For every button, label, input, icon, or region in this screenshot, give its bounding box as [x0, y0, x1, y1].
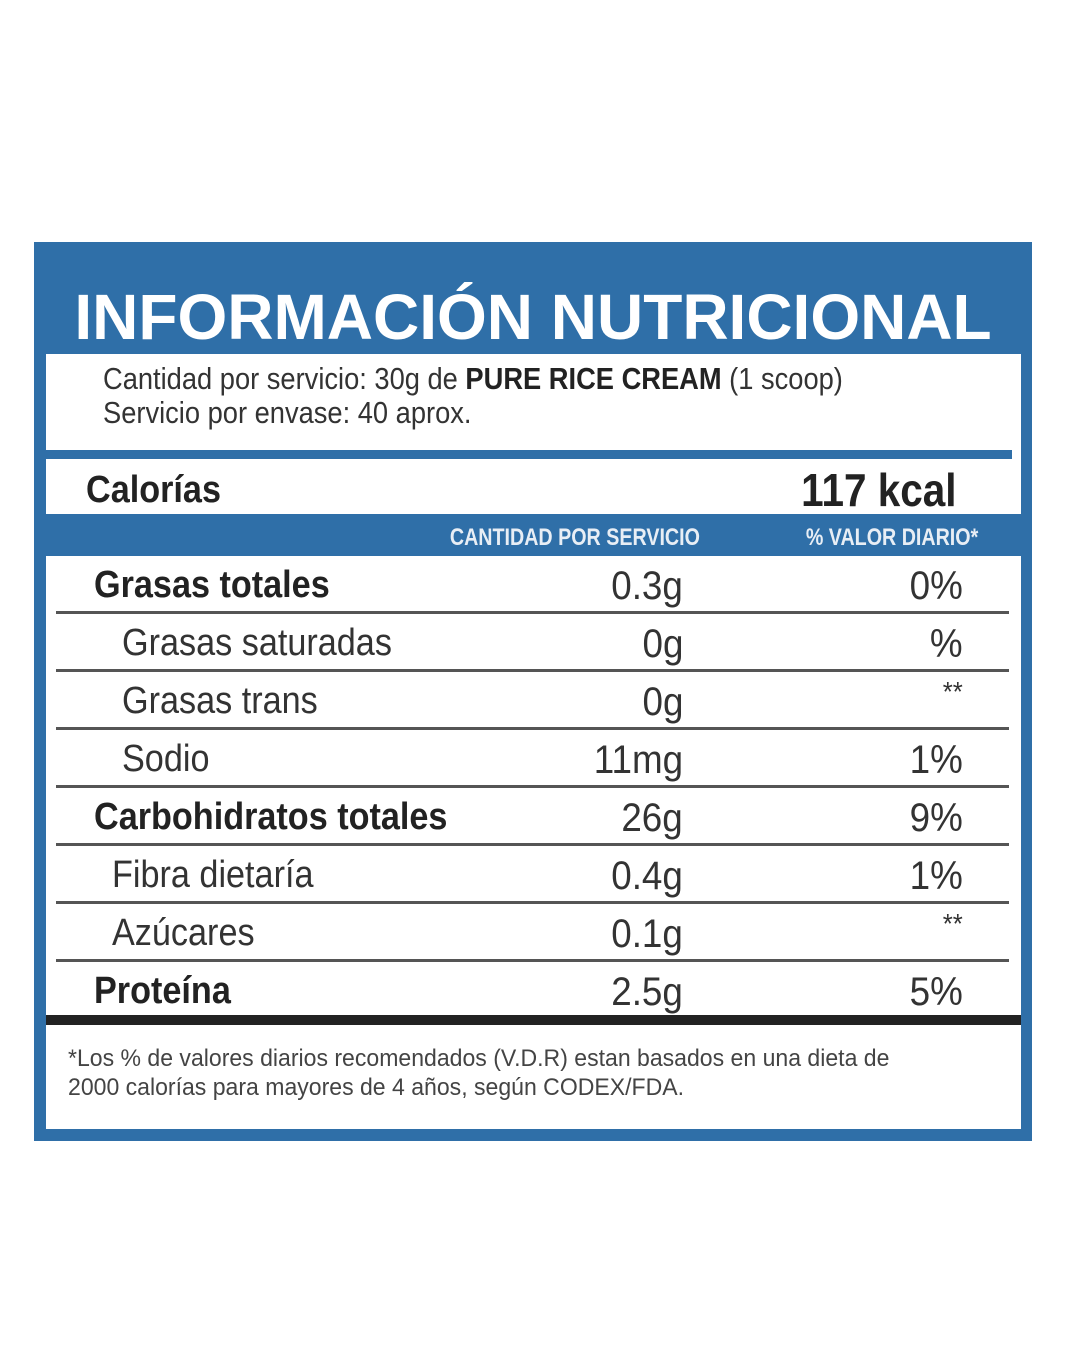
- nutrient-name: Carbohidratos totales: [94, 796, 448, 838]
- serving-size-text: Cantidad por servicio: 30g de: [103, 361, 466, 396]
- serving-info: Cantidad por servicio: 30g de PURE RICE …: [103, 362, 843, 430]
- calories-value: 117 kcal: [801, 464, 957, 516]
- nutrition-label: INFORMACIÓN NUTRICIONAL Cantidad por ser…: [34, 242, 1032, 1141]
- nutrient-daily-value: 1%: [909, 738, 963, 782]
- nutrient-row: Fibra dietaría 0.4g 1%: [56, 846, 1009, 904]
- nutrient-amount: 2.5g: [611, 970, 683, 1014]
- nutrient-amount: 0.3g: [611, 564, 683, 608]
- label-body: Cantidad por servicio: 30g de PURE RICE …: [46, 354, 1021, 1129]
- calories-row: Calorías 117 kcal: [46, 459, 1021, 516]
- footnote: *Los % de valores diarios recomendados (…: [68, 1044, 889, 1102]
- column-header-daily-value: % VALOR DIARIO*: [805, 524, 978, 551]
- label-title: INFORMACIÓN NUTRICIONAL: [74, 281, 992, 353]
- nutrient-daily-value: 9%: [909, 796, 963, 840]
- nutrient-row: Azúcares 0.1g **: [56, 904, 1009, 962]
- calories-label: Calorías: [86, 469, 221, 511]
- nutrient-row: Sodio 11mg 1%: [56, 730, 1009, 788]
- nutrient-row: Grasas totales 0.3g 0%: [56, 556, 1009, 614]
- column-header-band: CANTIDAD POR SERVICIO % VALOR DIARIO*: [46, 514, 1021, 556]
- nutrient-name: Sodio: [122, 738, 210, 780]
- nutrient-amount: 0.1g: [611, 912, 683, 956]
- nutrient-name: Grasas trans: [122, 680, 318, 722]
- nutrient-amount: 0g: [642, 622, 683, 666]
- serving-size-line: Cantidad por servicio: 30g de PURE RICE …: [103, 362, 843, 396]
- column-header-amount: CANTIDAD POR SERVICIO: [449, 524, 700, 551]
- nutrient-name: Azúcares: [112, 912, 255, 954]
- nutrient-row: Grasas trans 0g **: [56, 672, 1009, 730]
- nutrient-amount: 26g: [621, 796, 683, 840]
- nutrient-row: Proteína 2.5g 5%: [56, 962, 1009, 1020]
- divider-blue: [46, 450, 1012, 459]
- footnote-line-1: *Los % de valores diarios recomendados (…: [68, 1045, 890, 1072]
- nutrient-daily-value: 5%: [909, 970, 963, 1014]
- nutrient-amount: 0g: [642, 680, 683, 724]
- nutrient-name: Fibra dietaría: [112, 854, 314, 896]
- nutrient-amount: 11mg: [593, 738, 683, 782]
- nutrient-daily-value: %: [930, 622, 963, 666]
- serving-unit-text: (1 scoop): [721, 361, 843, 396]
- nutrient-amount: 0.4g: [611, 854, 683, 898]
- nutrient-table: Grasas totales 0.3g 0% Grasas saturadas …: [56, 556, 1009, 1020]
- nutrient-row: Carbohidratos totales 26g 9%: [56, 788, 1009, 846]
- footnote-line-2: 2000 calorías para mayores de 4 años, se…: [68, 1074, 685, 1101]
- servings-per-container: Servicio por envase: 40 aprox.: [103, 395, 472, 430]
- nutrient-name: Proteína: [94, 970, 231, 1012]
- nutrient-daily-value: 1%: [909, 854, 963, 898]
- nutrient-daily-value: **: [942, 908, 963, 939]
- nutrient-name: Grasas totales: [94, 564, 330, 606]
- nutrient-row: Grasas saturadas 0g %: [56, 614, 1009, 672]
- nutrient-daily-value: **: [942, 676, 963, 707]
- nutrient-daily-value: 0%: [909, 564, 963, 608]
- product-name: PURE RICE CREAM: [465, 361, 722, 396]
- nutrient-name: Grasas saturadas: [122, 622, 392, 664]
- divider-black: [46, 1015, 1021, 1025]
